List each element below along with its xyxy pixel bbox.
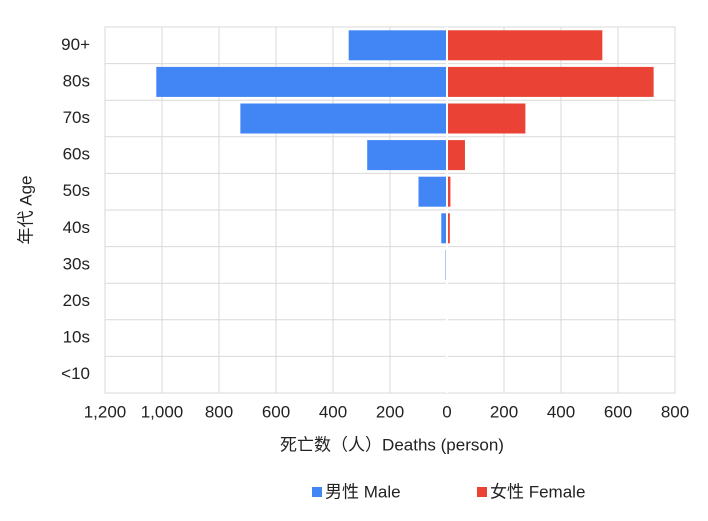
x-axis-label: 死亡数（人）Deaths (person): [280, 435, 504, 454]
bar: [447, 66, 654, 97]
y-tick-label: 30s: [63, 254, 90, 273]
bar: [156, 66, 448, 97]
x-tick-label: 800: [205, 402, 233, 421]
x-tick-label: 200: [490, 402, 518, 421]
bar: [367, 140, 447, 171]
legend-label: 女性 Female: [490, 482, 585, 501]
y-tick-label: 90+: [61, 35, 90, 54]
y-tick-label: 60s: [63, 145, 90, 164]
legend-swatch: [312, 487, 322, 497]
y-tick-label: 10s: [63, 328, 90, 347]
bar: [447, 30, 603, 61]
bar: [441, 213, 447, 244]
y-axis-label: 年代 Age: [16, 176, 35, 245]
y-tick-label: 70s: [63, 108, 90, 127]
legend-label: 男性 Male: [325, 482, 401, 501]
legend-swatch: [477, 487, 487, 497]
bar: [240, 103, 447, 134]
x-tick-label: 600: [604, 402, 632, 421]
x-tick-label: 400: [547, 402, 575, 421]
x-tick-label: 800: [661, 402, 689, 421]
y-tick-label: 40s: [63, 218, 90, 237]
y-tick-label: 50s: [63, 181, 90, 200]
bar: [447, 213, 450, 244]
x-tick-label: 400: [319, 402, 347, 421]
bar: [447, 176, 451, 207]
bar: [447, 103, 526, 134]
bar: [418, 176, 447, 207]
x-tick-label: 200: [376, 402, 404, 421]
bar: [348, 30, 447, 61]
bar: [447, 140, 465, 171]
y-tick-label: 80s: [63, 71, 90, 90]
x-tick-label: 0: [442, 402, 451, 421]
x-tick-label: 600: [262, 402, 290, 421]
x-tick-label: 1,000: [141, 402, 184, 421]
x-tick-label: 1,200: [84, 402, 127, 421]
y-tick-label: <10: [61, 364, 90, 383]
y-tick-label: 20s: [63, 291, 90, 310]
